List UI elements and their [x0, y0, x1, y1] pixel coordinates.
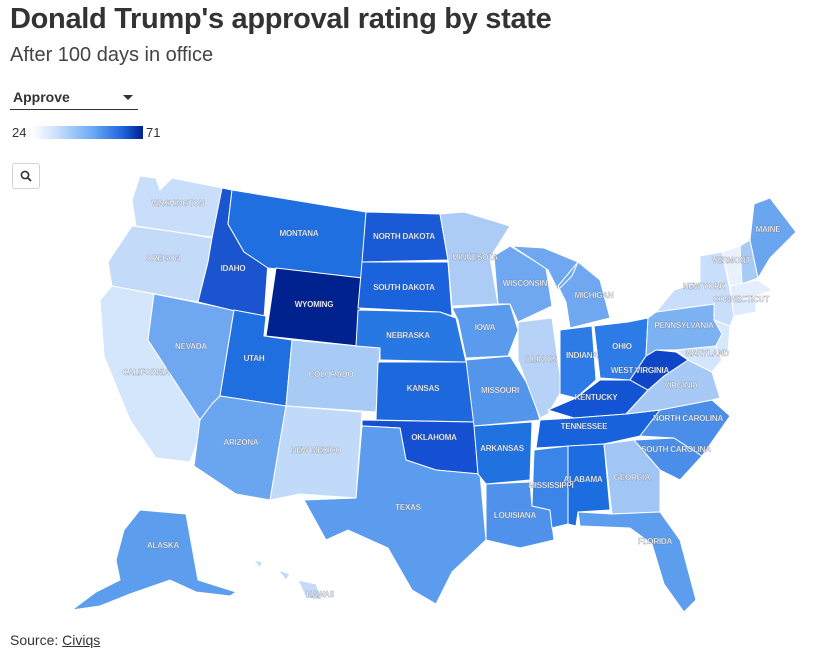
state-label-michigan: MICHIGAN [575, 291, 614, 300]
measure-dropdown[interactable]: Approve [10, 87, 138, 110]
state-label-north-carolina: NORTH CAROLINA [653, 414, 724, 423]
state-label-missouri: MISSOURI [481, 386, 519, 395]
state-label-alabama: ALABAMA [563, 475, 602, 484]
state-label-south-carolina: SOUTH CAROLINA [641, 445, 711, 454]
state-label-pennsylvania: PENNSYLVANIA [654, 321, 714, 330]
state-connecticut[interactable] [731, 297, 757, 317]
state-label-wisconsin: WISCONSIN [503, 279, 548, 288]
search-icon [20, 170, 32, 182]
state-alaska[interactable] [71, 509, 238, 611]
state-label-kansas: KANSAS [407, 384, 440, 393]
state-label-kentucky: KENTUCKY [575, 393, 619, 402]
state-label-utah: UTAH [244, 354, 265, 363]
state-label-hawaii: HAWAII [306, 590, 333, 599]
state-label-california: CALIFORNIA [122, 368, 170, 377]
state-label-west-virginia: WEST VIRGINIA [611, 366, 670, 375]
state-label-minnesota: MINNESOTA [452, 253, 498, 262]
state-arkansas[interactable] [473, 421, 533, 485]
state-label-oregon: OREGON [146, 254, 181, 263]
state-label-new-york: NEW YORK [683, 282, 726, 291]
state-label-vermont: VERMONT [712, 256, 751, 265]
state-label-arkansas: ARKANSAS [480, 444, 525, 453]
page-title: Donald Trump's approval rating by state [10, 3, 552, 35]
state-label-indiana: INDIANA [566, 351, 598, 360]
legend-color-scale [32, 126, 143, 139]
state-label-illinois: ILLINOIS [525, 355, 558, 364]
source-line: Source: Civiqs [10, 632, 100, 648]
state-label-maryland: MARYLAND [685, 349, 729, 358]
state-label-maine: MAINE [756, 225, 782, 234]
state-indiana[interactable] [559, 325, 597, 399]
state-new-york[interactable] [654, 251, 735, 327]
page-subtitle: After 100 days in office [10, 44, 214, 66]
state-label-arizona: ARIZONA [223, 438, 258, 447]
state-texas[interactable] [303, 425, 487, 605]
state-label-florida: FLORIDA [638, 537, 673, 546]
legend-max-value: 71 [146, 125, 161, 140]
state-georgia[interactable] [603, 439, 661, 515]
state-label-new-mexico: NEW MEXICO [291, 446, 341, 455]
legend-min-value: 24 [12, 125, 27, 140]
dropdown-selected-label: Approve [13, 89, 70, 105]
state-label-connecticut: CONNECTICUT [713, 295, 769, 304]
state-label-montana: MONTANA [280, 229, 319, 238]
state-label-north-dakota: NORTH DAKOTA [373, 232, 435, 241]
state-label-south-dakota: SOUTH DAKOTA [373, 283, 435, 292]
state-label-alaska: ALASKA [147, 541, 180, 550]
state-florida[interactable] [577, 511, 697, 613]
source-prefix: Source: [10, 632, 63, 648]
state-label-louisiana: LOUISIANA [494, 511, 537, 520]
state-maine[interactable] [749, 197, 797, 280]
state-label-idaho: IDAHO [221, 264, 246, 273]
state-wisconsin[interactable] [493, 245, 553, 323]
state-new-mexico[interactable] [269, 405, 363, 501]
state-label-nebraska: NEBRASKA [386, 331, 430, 340]
state-label-nevada: NEVADA [175, 342, 207, 351]
state-label-virginia: VIRGINIA [664, 381, 698, 390]
state-label-tennessee: TENNESSEE [561, 422, 609, 431]
state-label-colorado: COLORADO [308, 370, 353, 379]
state-label-texas: TEXAS [395, 503, 422, 512]
state-label-iowa: IOWA [475, 323, 496, 332]
source-link[interactable]: Civiqs [62, 632, 101, 648]
state-label-wyoming: WYOMING [295, 300, 334, 309]
state-label-ohio: OHIO [612, 342, 632, 351]
state-south-carolina[interactable] [632, 437, 703, 481]
state-hawaii[interactable] [252, 559, 323, 601]
state-label-mississippi: MISSISSIPPI [528, 481, 573, 490]
search-button[interactable] [12, 163, 40, 189]
state-massachusetts[interactable] [729, 279, 774, 301]
state-nebraska[interactable] [355, 309, 467, 363]
state-label-oklahoma: OKLAHOMA [411, 433, 457, 442]
chevron-down-icon [123, 95, 133, 100]
us-map: WASHINGTON OREGON CALIFORNIA NEVADA IDAHO MON… [71, 175, 797, 613]
state-illinois[interactable] [517, 317, 563, 419]
state-label-washington: WASHINGTON [152, 199, 205, 208]
state-label-georgia: GEORGIA [614, 473, 651, 482]
state-michigan[interactable] [510, 245, 611, 329]
state-minnesota[interactable] [439, 211, 511, 307]
